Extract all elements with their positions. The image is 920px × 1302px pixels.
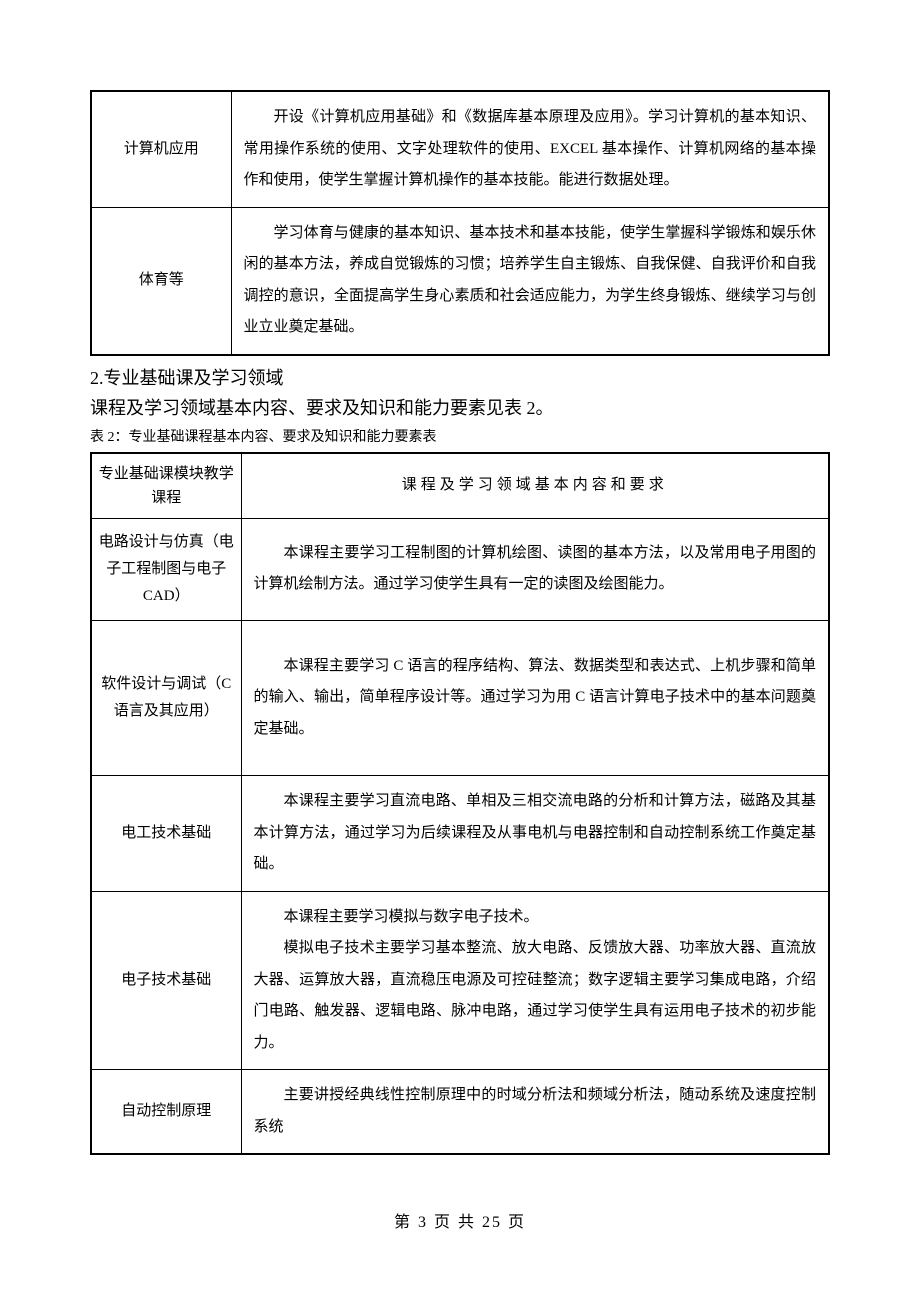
row-label: 体育等 [91,207,231,355]
table-2: 专业基础课模块教学课程 课程及学习领域基本内容和要求 电路设计与仿真（电子工程制… [90,452,830,1156]
header-right: 课程及学习领域基本内容和要求 [241,453,829,519]
row-content: 开设《计算机应用基础》和《数据库基本原理及应用》。学习计算机的基本知识、常用操作… [231,91,829,207]
table-row: 电工技术基础 本课程主要学习直流电路、单相及三相交流电路的分析和计算方法，磁路及… [91,776,829,892]
table-row: 计算机应用 开设《计算机应用基础》和《数据库基本原理及应用》。学习计算机的基本知… [91,91,829,207]
row-content: 学习体育与健康的基本知识、基本技术和基本技能，使学生掌握科学锻炼和娱乐休闲的基本… [231,207,829,355]
header-left: 专业基础课模块教学课程 [91,453,241,519]
section-heading: 2.专业基础课及学习领域 [90,364,830,390]
table-row: 软件设计与调试（C 语言及其应用） 本课程主要学习 C 语言的程序结构、算法、数… [91,620,829,776]
row-label: 电路设计与仿真（电子工程制图与电子 CAD） [91,518,241,620]
row-label: 计算机应用 [91,91,231,207]
table-row: 自动控制原理 主要讲授经典线性控制原理中的时域分析法和频域分析法，随动系统及速度… [91,1070,829,1155]
row-content: 本课程主要学习 C 语言的程序结构、算法、数据类型和表达式、上机步骤和简单的输入… [241,620,829,776]
row-label: 自动控制原理 [91,1070,241,1155]
table-row: 体育等 学习体育与健康的基本知识、基本技术和基本技能，使学生掌握科学锻炼和娱乐休… [91,207,829,355]
row-content: 主要讲授经典线性控制原理中的时域分析法和频域分析法，随动系统及速度控制系统 [241,1070,829,1155]
section-subtext: 课程及学习领域基本内容、要求及知识和能力要素见表 2。 [90,394,830,420]
row-content: 本课程主要学习模拟与数字电子技术。 模拟电子技术主要学习基本整流、放大电路、反馈… [241,891,829,1070]
row-label: 软件设计与调试（C 语言及其应用） [91,620,241,776]
table-header-row: 专业基础课模块教学课程 课程及学习领域基本内容和要求 [91,453,829,519]
row-label: 电子技术基础 [91,891,241,1070]
row-content: 本课程主要学习直流电路、单相及三相交流电路的分析和计算方法，磁路及其基本计算方法… [241,776,829,892]
page-footer: 第 3 页 共 25 页 [0,1208,920,1232]
table-1: 计算机应用 开设《计算机应用基础》和《数据库基本原理及应用》。学习计算机的基本知… [90,90,830,356]
table-2-caption: 表 2：专业基础课程基本内容、要求及知识和能力要素表 [90,426,830,446]
row-content: 本课程主要学习工程制图的计算机绘图、读图的基本方法，以及常用电子用图的计算机绘制… [241,518,829,620]
table-row: 电路设计与仿真（电子工程制图与电子 CAD） 本课程主要学习工程制图的计算机绘图… [91,518,829,620]
table-row: 电子技术基础 本课程主要学习模拟与数字电子技术。 模拟电子技术主要学习基本整流、… [91,891,829,1070]
row-label: 电工技术基础 [91,776,241,892]
